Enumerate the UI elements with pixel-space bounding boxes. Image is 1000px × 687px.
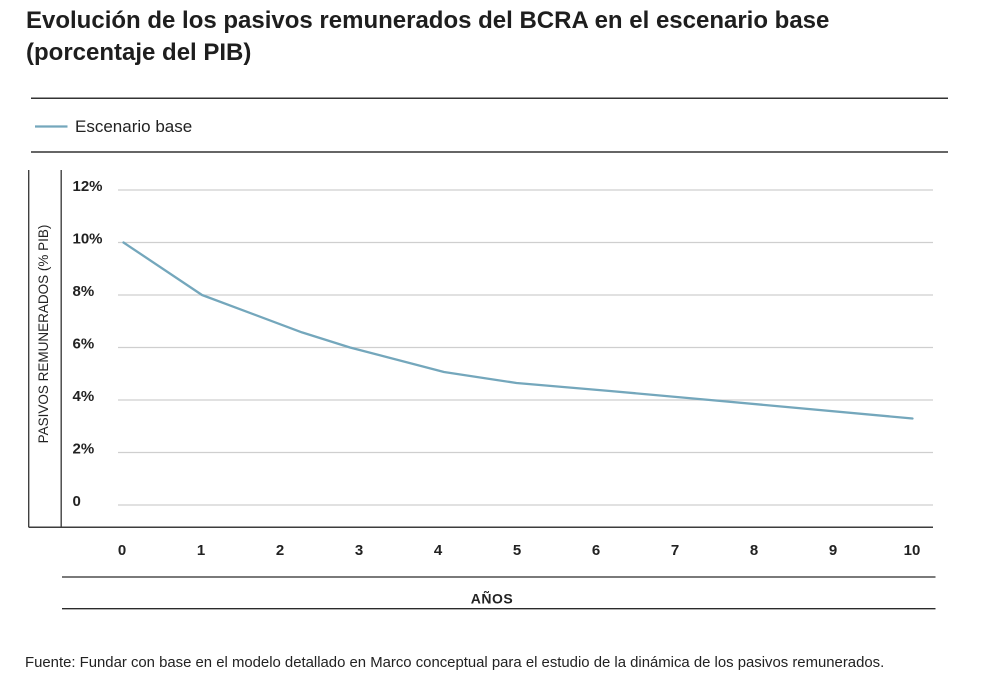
svg-text:Evolución de los pasivos remun: Evolución de los pasivos remunerados del… [26, 7, 829, 34]
svg-text:1: 1 [197, 542, 205, 559]
svg-text:4: 4 [434, 542, 443, 559]
svg-text:10: 10 [904, 542, 921, 559]
svg-text:10%: 10% [73, 231, 103, 248]
svg-text:(porcentaje del PIB): (porcentaje del PIB) [26, 39, 251, 66]
svg-text:12%: 12% [73, 178, 103, 195]
svg-text:9: 9 [829, 542, 837, 559]
svg-text:2%: 2% [73, 441, 95, 458]
svg-text:Escenario base: Escenario base [75, 117, 192, 136]
svg-text:5: 5 [513, 542, 521, 559]
svg-text:8: 8 [750, 542, 758, 559]
svg-text:6%: 6% [73, 336, 95, 353]
svg-text:6: 6 [592, 542, 600, 559]
svg-text:AÑOS: AÑOS [471, 590, 513, 607]
svg-text:2: 2 [276, 542, 284, 559]
svg-text:Fuente: Fundar con base en el: Fuente: Fundar con base en el modelo det… [25, 655, 884, 671]
svg-text:7: 7 [671, 542, 679, 559]
svg-text:8%: 8% [73, 283, 95, 300]
svg-text:PASIVOS REMUNERADOS (% PIB): PASIVOS REMUNERADOS (% PIB) [36, 225, 51, 444]
svg-text:4%: 4% [73, 388, 95, 405]
svg-text:3: 3 [355, 542, 363, 559]
svg-text:0: 0 [118, 542, 126, 559]
svg-text:0: 0 [73, 493, 81, 510]
